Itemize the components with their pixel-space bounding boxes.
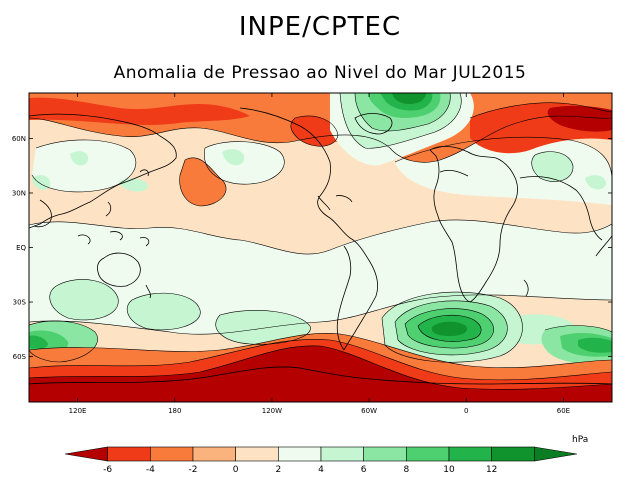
chart-title: INPE/CPTEC [238,12,402,42]
colorbar-tick-label: 12 [486,465,497,475]
lat-tick-label: 30S [13,299,27,307]
lat-tick-label: 30N [12,189,26,197]
colorbar-swatch [363,446,407,462]
longitude-axis: 120E 180 120W 60W 0 60E [69,93,570,415]
colorbar-tick-label: 0 [233,465,239,475]
colorbar-swatch [107,446,151,462]
colorbar-swatch [278,446,322,462]
colorbar-swatch [534,446,578,462]
lon-tick-label: 60W [361,407,377,415]
colorbar-tick-label: 4 [318,465,324,475]
lon-tick-label: 180 [168,407,181,415]
colorbar-unit-label: hPa [572,435,588,445]
colorbar: -6 -4 -2 0 2 4 6 8 10 12 hPa [64,435,588,475]
colorbar-tick-label: 10 [443,465,455,475]
chart-subtitle: Anomalia de Pressao ao Nivel do Mar JUL2… [113,63,527,83]
lon-tick-label: 120E [69,407,87,415]
lat-tick-label: 60N [12,135,26,143]
colorbar-tick-label: -6 [103,465,112,475]
anomaly-field [29,93,612,402]
colorbar-tick-label: -4 [146,465,155,475]
colorbar-swatch [235,446,279,462]
colorbar-swatch [491,446,535,462]
colorbar-tick-label: 8 [403,465,409,475]
lon-tick-label: 0 [464,407,468,415]
lat-tick-label: EQ [16,244,26,252]
lon-tick-label: 60E [557,407,570,415]
coastlines [29,107,612,385]
colorbar-tick-label: -2 [189,465,198,475]
colorbar-tick-label: 2 [275,465,281,475]
colorbar-swatch [320,446,364,462]
latitude-axis: 60N 30N EQ 30S 60S [12,135,612,361]
colorbar-swatch [406,446,450,462]
lat-tick-label: 60S [13,353,27,361]
lon-tick-label: 120W [262,407,282,415]
colorbar-swatch [448,446,492,462]
colorbar-swatch [192,446,236,462]
colorbar-swatch [150,446,194,462]
contour-lines [29,93,612,390]
colorbar-tick-label: 6 [361,465,367,475]
colorbar-swatch [64,446,108,462]
